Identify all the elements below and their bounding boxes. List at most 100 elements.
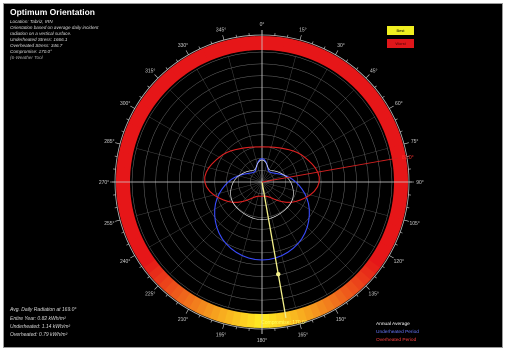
ring-segment xyxy=(296,40,308,57)
angle-tick xyxy=(365,285,370,290)
angle-tick xyxy=(115,219,121,222)
angle-tick xyxy=(210,41,213,44)
ring-segment xyxy=(116,188,131,198)
ring-segment xyxy=(261,313,270,328)
ring-segment xyxy=(321,296,335,313)
ring-segment xyxy=(321,51,336,68)
ring-segment xyxy=(387,216,404,228)
ring-segment xyxy=(302,305,315,322)
angle-label: 285° xyxy=(104,139,114,145)
ring-segment xyxy=(262,36,271,51)
ring-segment xyxy=(345,68,361,85)
grid-spoke xyxy=(149,181,263,248)
ring-segment xyxy=(175,288,191,305)
angle-label: 90° xyxy=(416,180,424,186)
ring-segment xyxy=(268,36,278,51)
angle-tick xyxy=(185,50,189,55)
ring-segment xyxy=(385,222,401,235)
angle-tick xyxy=(395,243,398,246)
ring-segment xyxy=(360,84,376,100)
ring-segment xyxy=(139,253,156,268)
angle-tick xyxy=(346,302,348,305)
ring-segment xyxy=(216,307,228,324)
angle-tick xyxy=(222,323,225,329)
angle-tick xyxy=(299,35,302,41)
grid-spoke xyxy=(261,116,375,183)
ring-segment xyxy=(209,305,222,321)
ring-segment xyxy=(379,115,396,129)
ring-segment xyxy=(376,109,393,123)
angle-label: 210° xyxy=(178,317,188,323)
ring-segment xyxy=(182,292,196,309)
angle-tick xyxy=(400,130,403,133)
ring-segment xyxy=(246,36,256,51)
ring-segment xyxy=(153,269,169,286)
angle-tick xyxy=(389,255,394,259)
angle-tick xyxy=(323,315,326,318)
angle-label: 330° xyxy=(178,43,188,49)
underheated-stress: Underheated Stress: 1666.1 xyxy=(10,37,68,42)
ring-segment xyxy=(350,73,366,89)
overheated-radiation-text: Overheated: 0.79 kWh/m² xyxy=(10,332,68,338)
ring-segment xyxy=(224,39,236,55)
angle-tick xyxy=(198,46,201,49)
angle-label: 45° xyxy=(370,68,378,74)
angle-tick xyxy=(139,96,142,98)
ring-segment xyxy=(158,73,175,89)
grid-spoke xyxy=(261,148,388,183)
ring-segment xyxy=(368,96,385,111)
compromise-label: Compromise: 170.0° xyxy=(261,320,307,326)
ring-segment xyxy=(128,235,145,249)
angle-tick xyxy=(335,309,339,314)
ring-segment xyxy=(302,43,315,59)
description-line-2: radiation on a vertical surface. xyxy=(10,31,72,36)
ring-segment xyxy=(120,136,137,148)
ring-segment xyxy=(188,296,203,313)
overheated-period-curve xyxy=(204,146,320,203)
ring-segment xyxy=(170,63,185,80)
ring-segment xyxy=(364,259,381,275)
ring-segment xyxy=(195,48,209,65)
angle-tick xyxy=(154,74,159,79)
angle-label: 105° xyxy=(409,221,419,227)
angle-tick xyxy=(382,96,385,98)
angle-label: 345° xyxy=(216,27,226,33)
ring-segment xyxy=(182,55,197,72)
grid-spoke xyxy=(261,181,375,248)
ring-segment xyxy=(148,83,165,99)
ring-segment xyxy=(355,78,371,95)
angle-label: 300° xyxy=(120,101,130,107)
ring-segment xyxy=(123,129,139,142)
avg-radiation-text: Avg. Daily Radiation at 169.0° xyxy=(10,307,77,313)
grid-spoke xyxy=(261,69,328,183)
grid-spoke xyxy=(228,56,263,183)
ring-segment xyxy=(202,45,216,62)
ring-segment xyxy=(209,42,222,59)
grid-spoke xyxy=(196,181,263,295)
angle-label: 255° xyxy=(104,221,114,227)
ring-segment xyxy=(176,59,191,76)
ring-segment xyxy=(254,36,263,51)
grid-spoke xyxy=(136,181,263,216)
ring-segment xyxy=(153,78,169,94)
grid-spoke xyxy=(261,181,328,295)
ring-segment xyxy=(382,229,399,242)
angle-label: 15° xyxy=(299,27,307,33)
angle-tick xyxy=(139,266,142,268)
ring-segment xyxy=(382,122,399,136)
angle-label: 270° xyxy=(99,180,109,186)
angle-tick xyxy=(121,130,124,133)
polar-chart: 0° 15° 30° 45° 60° 75° 90° 105° 120° 135° 150° 165°… xyxy=(99,22,424,344)
ring-segment xyxy=(389,144,405,156)
grid-spoke xyxy=(261,89,355,183)
angle-tick xyxy=(176,59,178,62)
ring-segment xyxy=(333,288,348,305)
grid-spoke xyxy=(169,89,263,183)
ring-segment xyxy=(116,173,131,182)
angle-tick xyxy=(403,219,409,222)
ring-segment xyxy=(239,36,249,52)
angle-tick xyxy=(165,294,168,297)
ring-segment xyxy=(339,63,355,80)
legend-underheated-label: Underheated Period xyxy=(376,330,419,335)
angle-tick xyxy=(323,46,326,49)
